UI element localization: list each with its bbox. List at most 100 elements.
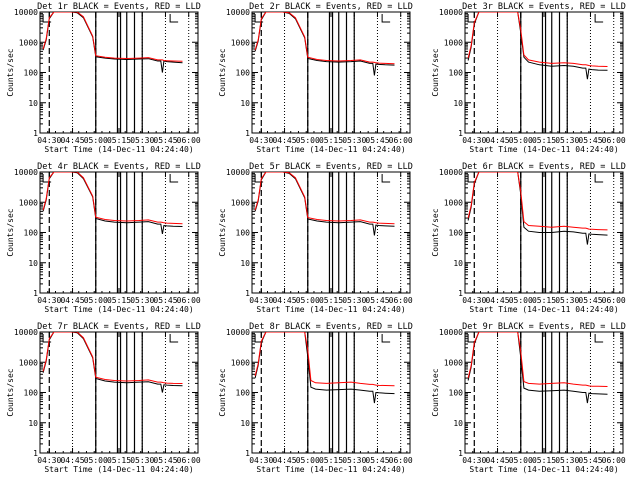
panel-det-5: Det 5r BLACK = Events, RED = LLD 1 10 100 10…	[218, 162, 413, 314]
series-line-lld	[467, 172, 608, 231]
x-tick-label: 04:45	[272, 296, 296, 305]
chart-title: Det 2r BLACK = Events, RED = LLD	[249, 2, 413, 12]
bracket-mark-right	[169, 174, 179, 183]
x-tick-label: 04:30	[37, 456, 61, 465]
y-tick-label: 1000	[231, 38, 250, 47]
y-tick-label: 1000	[19, 38, 38, 47]
y-tick-label: 10	[240, 99, 250, 108]
y-tick-label: 10000	[226, 168, 250, 177]
bracket-mark-left	[254, 334, 264, 343]
x-tick-label: 05:45	[365, 456, 389, 465]
x-axis-label: Start Time (14-Dec-11 04:24:40)	[44, 145, 193, 154]
x-tick-label: 05:45	[153, 136, 177, 145]
x-tick-label: 05:30	[555, 136, 579, 145]
x-tick-label: 05:15	[107, 296, 131, 305]
y-tick-label: 100	[449, 389, 464, 398]
series-line-lld	[42, 172, 183, 225]
x-tick-label: 05:15	[319, 456, 343, 465]
x-tick-label: 06:00	[602, 296, 626, 305]
series-line-lld	[42, 332, 183, 384]
x-tick-label: 05:30	[342, 456, 366, 465]
bracket-mark-right	[169, 14, 179, 23]
x-tick-label: 04:30	[37, 136, 61, 145]
x-tick-label: 05:15	[532, 136, 556, 145]
bracket-mark-left	[467, 174, 477, 183]
y-tick-label: 1000	[444, 358, 463, 367]
plot-frame	[464, 331, 624, 454]
y-tick-label: 10000	[226, 8, 250, 17]
x-tick-label: 05:45	[153, 456, 177, 465]
x-tick-label: 05:15	[532, 296, 556, 305]
chart-title: Det 4r BLACK = Events, RED = LLD	[37, 162, 201, 172]
x-tick-label: 05:15	[532, 456, 556, 465]
series-line-events	[254, 332, 395, 404]
y-tick-label: 10	[28, 99, 38, 108]
y-axis-label: Counts/sec	[431, 368, 440, 416]
y-axis-label: Counts/sec	[6, 208, 15, 256]
y-tick-label: 10000	[439, 328, 463, 337]
y-tick-label: 10	[453, 99, 463, 108]
plot-frame	[39, 331, 199, 454]
plot-frame	[39, 171, 199, 294]
y-tick-label: 1000	[19, 358, 38, 367]
chart-title: Det 1r BLACK = Events, RED = LLD	[37, 2, 201, 12]
series-line-events	[467, 172, 608, 245]
x-tick-label: 04:30	[249, 136, 273, 145]
y-tick-label: 1000	[231, 358, 250, 367]
x-axis-label: Start Time (14-Dec-11 04:24:40)	[256, 145, 405, 154]
y-tick-label: 1	[245, 449, 250, 458]
panel-det-8: Det 8r BLACK = Events, RED = LLD 1 10 100 10…	[218, 322, 413, 474]
y-tick-label: 1000	[231, 198, 250, 207]
x-tick-label: 05:15	[107, 456, 131, 465]
y-axis-label: Counts/sec	[218, 48, 227, 96]
y-tick-label: 10	[240, 419, 250, 428]
series-line-events	[42, 172, 183, 234]
x-tick-label: 06:00	[177, 136, 201, 145]
x-axis-label: Start Time (14-Dec-11 04:24:40)	[469, 145, 618, 154]
x-tick-label: 05:30	[555, 296, 579, 305]
bracket-mark-left	[467, 14, 477, 23]
bracket-mark-right	[594, 174, 604, 183]
x-axis-label: Start Time (14-Dec-11 04:24:40)	[256, 465, 405, 474]
x-tick-label: 05:45	[578, 136, 602, 145]
series-line-lld	[254, 12, 395, 65]
y-tick-label: 100	[24, 389, 39, 398]
series-line-lld	[42, 12, 183, 62]
x-tick-label: 05:30	[130, 136, 154, 145]
series-line-events	[42, 12, 183, 73]
x-tick-label: 04:45	[272, 136, 296, 145]
y-tick-label: 100	[24, 229, 39, 238]
x-tick-label: 04:45	[485, 456, 509, 465]
panel-det-1: Det 1r BLACK = Events, RED = LLD 1 10 100 10…	[6, 2, 201, 154]
x-tick-label: 04:45	[272, 456, 296, 465]
y-tick-label: 100	[236, 69, 251, 78]
y-tick-label: 1	[245, 129, 250, 138]
y-tick-label: 1	[33, 449, 38, 458]
x-tick-label: 05:00	[84, 456, 108, 465]
y-tick-label: 1	[458, 129, 463, 138]
x-tick-label: 04:30	[462, 456, 486, 465]
x-tick-label: 05:00	[296, 296, 320, 305]
x-tick-label: 05:45	[578, 296, 602, 305]
x-tick-label: 04:30	[249, 456, 273, 465]
series-line-events	[254, 12, 395, 76]
x-tick-label: 05:15	[319, 136, 343, 145]
x-tick-label: 05:00	[509, 296, 533, 305]
x-tick-label: 04:30	[462, 136, 486, 145]
x-tick-label: 05:00	[84, 296, 108, 305]
x-axis-label: Start Time (14-Dec-11 04:24:40)	[256, 305, 405, 314]
y-tick-label: 1	[245, 289, 250, 298]
bracket-mark-right	[594, 334, 604, 343]
panel-det-4: Det 4r BLACK = Events, RED = LLD 1 10 100 10…	[6, 162, 201, 314]
panel-det-6: Det 6r BLACK = Events, RED = LLD 1 10 100 10…	[431, 162, 626, 314]
chart-title: Det 3r BLACK = Events, RED = LLD	[462, 2, 626, 12]
panel-det-2: Det 2r BLACK = Events, RED = LLD 1 10 100 10…	[218, 2, 413, 154]
series-line-events	[467, 332, 608, 404]
chart-title: Det 5r BLACK = Events, RED = LLD	[249, 162, 413, 172]
plot-frame	[251, 171, 411, 294]
y-axis-label: Counts/sec	[6, 368, 15, 416]
bracket-mark-right	[594, 14, 604, 23]
y-axis-label: Counts/sec	[218, 368, 227, 416]
y-tick-label: 100	[236, 229, 251, 238]
chart-title: Det 9r BLACK = Events, RED = LLD	[462, 322, 626, 332]
